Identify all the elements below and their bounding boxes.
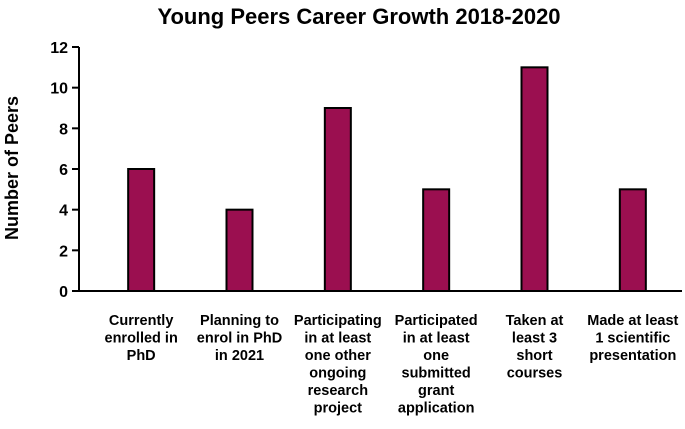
x-category-label: Participated in at least one submitted grant… — [395, 313, 478, 417]
bar — [225, 208, 254, 293]
y-tick-label: 8 — [59, 121, 68, 138]
y-tick-label: 0 — [59, 284, 68, 301]
x-category-label: Made at least 1 scientific presentation — [587, 313, 678, 364]
bar — [323, 107, 352, 292]
x-category-label: Participating in at least one other ongoing… — [294, 313, 382, 417]
bar — [422, 188, 451, 292]
y-tick-label: 6 — [59, 162, 68, 179]
bar — [618, 188, 647, 292]
y-tick-label: 10 — [50, 81, 68, 98]
y-tick-label: 2 — [59, 243, 68, 260]
y-tick-label: 12 — [50, 40, 68, 57]
chart-title: Young Peers Career Growth 2018-2020 — [157, 4, 560, 29]
x-category-label: Taken at least 3 short courses — [506, 313, 564, 382]
y-axis-label: Number of Peers — [2, 96, 22, 240]
y-tick-label: 4 — [59, 203, 68, 220]
plot-area: 0 2 4 6 8 10 12 Currently enrolled in PhD Planning… — [50, 40, 682, 417]
x-category-label: Planning to enrol in PhD in 2021 — [197, 313, 282, 364]
bar — [520, 66, 549, 293]
bar — [127, 168, 156, 292]
x-category-label: Currently enrolled in PhD — [105, 313, 178, 364]
